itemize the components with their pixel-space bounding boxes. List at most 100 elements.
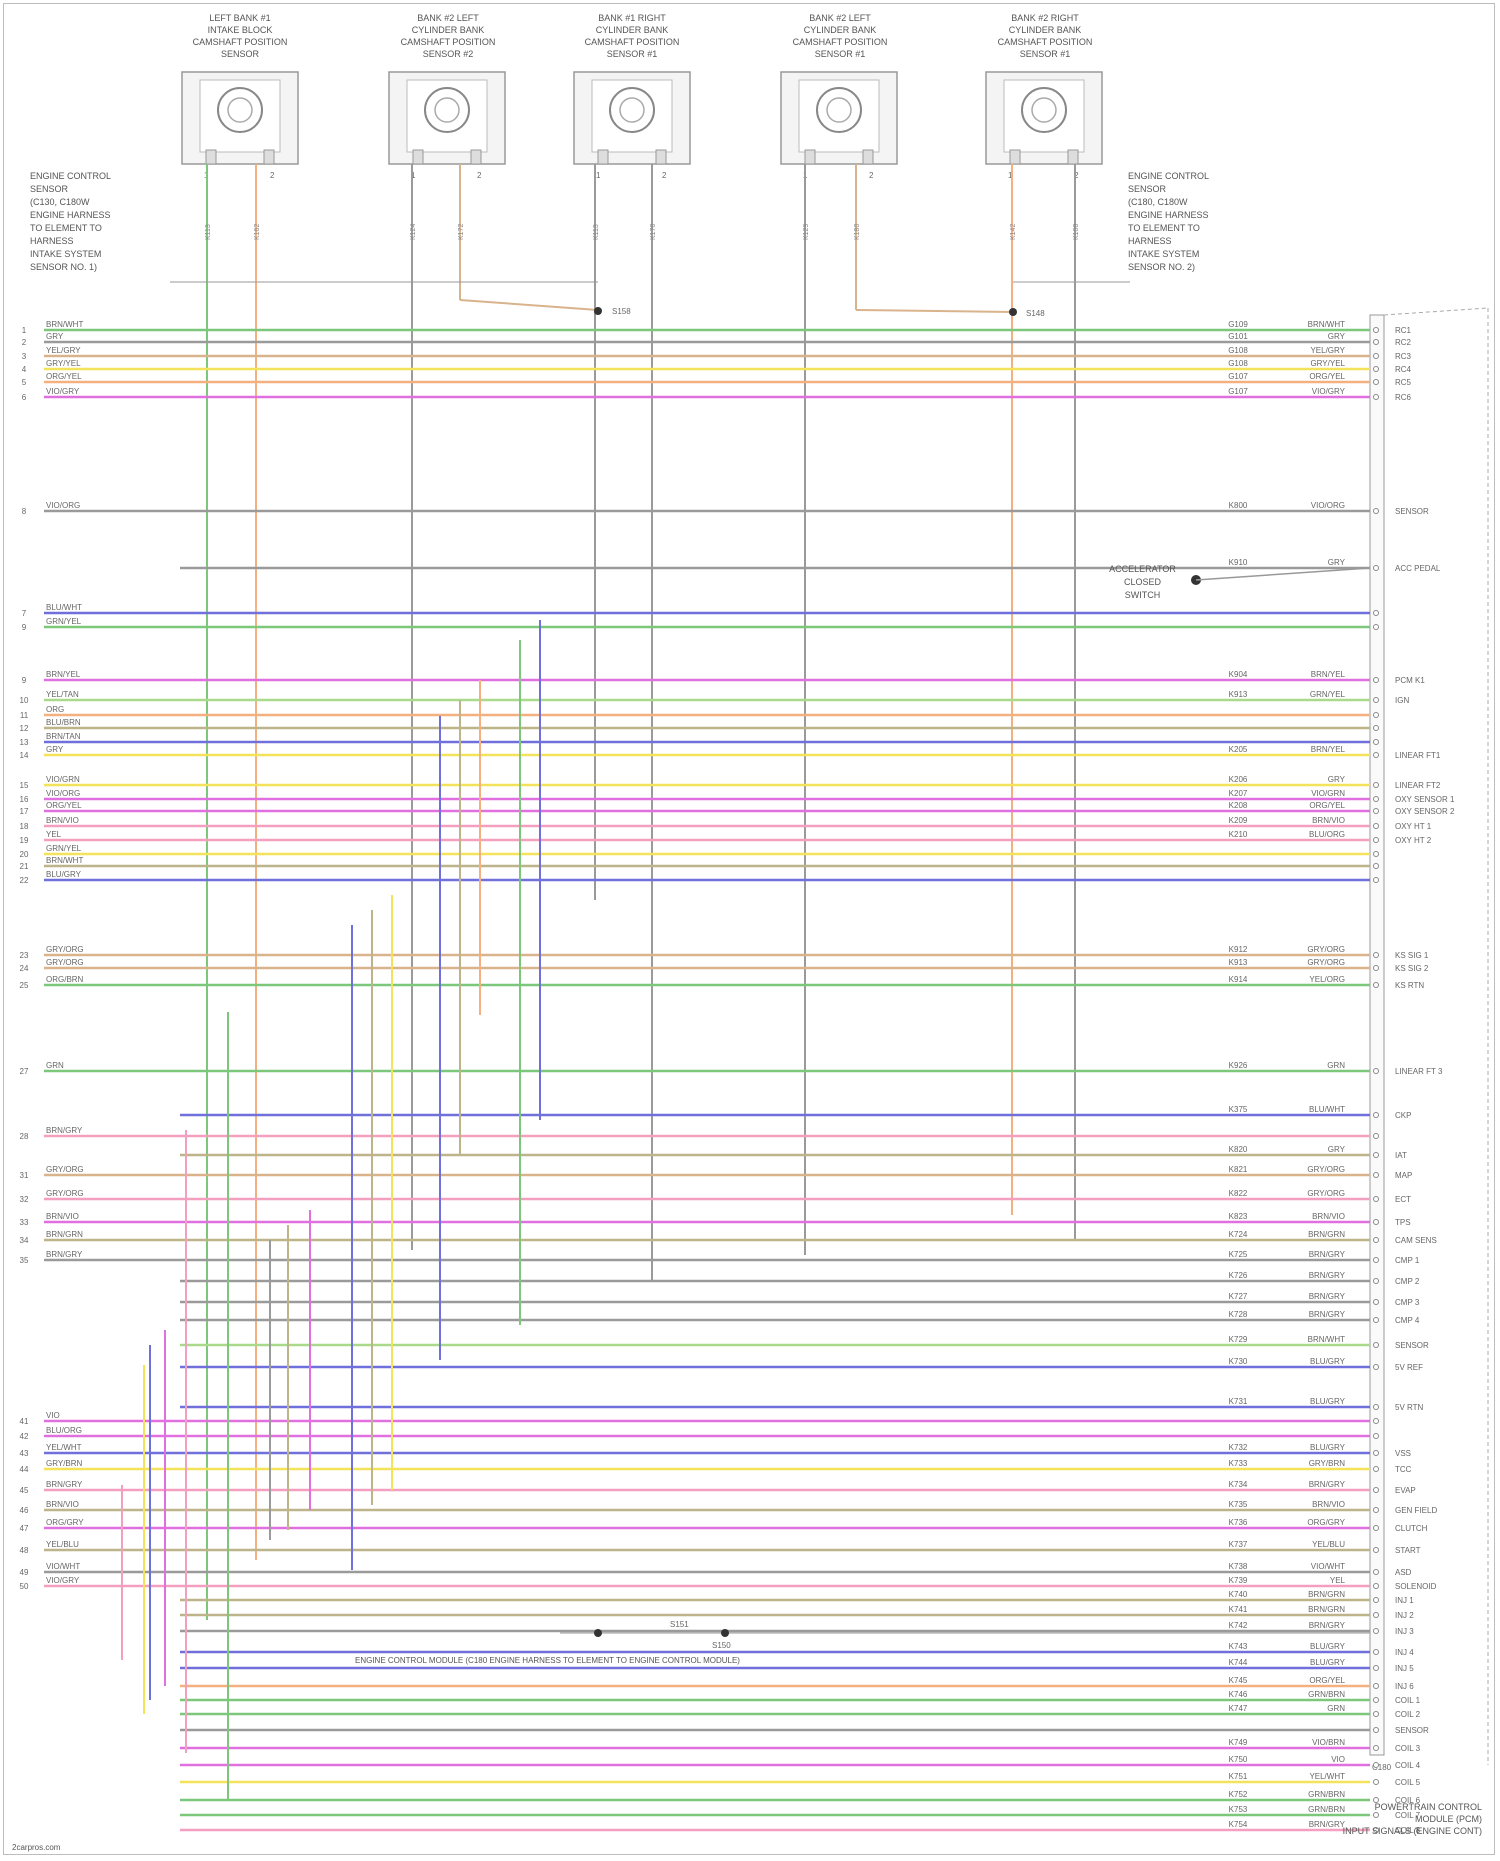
splice-label: S150 <box>712 1641 731 1650</box>
wire-circuit-code: K752 <box>1229 1790 1248 1799</box>
connector-pin <box>1373 965 1379 971</box>
sensor-pin <box>862 149 874 165</box>
pcm-terminal: KS RTN <box>1395 981 1424 990</box>
left-pin-number: 28 <box>20 1132 29 1141</box>
connector-pin <box>1373 379 1379 385</box>
wire-circuit-code: K731 <box>1229 1397 1248 1406</box>
left-pin-number: 14 <box>20 751 29 760</box>
right-wire-color: BLU/GRY <box>1310 1357 1346 1366</box>
left-pin-number: 22 <box>20 876 29 885</box>
left-wire-color: VIO/ORG <box>46 789 80 798</box>
wire-circuit-code: K207 <box>1229 789 1248 798</box>
left-pin-number: 27 <box>20 1067 29 1076</box>
left-pin-number: 4 <box>22 365 27 374</box>
connector-pin <box>1373 1547 1379 1553</box>
sensor-pin <box>655 149 667 165</box>
connector-pin <box>1373 1152 1379 1158</box>
right-wire-color: GRN/YEL <box>1310 690 1346 699</box>
wire-circuit-code: K743 <box>1229 1642 1248 1651</box>
left-pin-number: 21 <box>20 862 29 871</box>
left-pin-number: 31 <box>20 1171 29 1180</box>
wire-circuit-code: K914 <box>1229 975 1248 984</box>
pcm-terminal: IGN <box>1395 696 1409 705</box>
splice-wire <box>855 309 1014 313</box>
splice-label: S148 <box>1026 309 1045 318</box>
connector-pin <box>1373 1418 1379 1424</box>
right-wire-color: BRN/VIO <box>1312 816 1345 825</box>
right-wire-color: GRY/BRN <box>1309 1459 1346 1468</box>
sensor-inner-circle <box>1031 97 1057 123</box>
wire-circuit-code: K208 <box>1229 801 1248 810</box>
left-pin-number: 44 <box>20 1465 29 1474</box>
right-wire-color: ORG/YEL <box>1309 372 1345 381</box>
connector-pin <box>1373 725 1379 731</box>
splice-dot <box>1009 308 1017 316</box>
wire-circuit-code: K913 <box>1229 958 1248 967</box>
diagram-frame <box>3 3 1495 1855</box>
left-pin-number: 25 <box>20 981 29 990</box>
wire-circuit-code: K740 <box>1229 1590 1248 1599</box>
connector-pin <box>1373 353 1379 359</box>
wire-circuit-code: K912 <box>1229 945 1248 954</box>
left-pin-number: 2 <box>22 338 27 347</box>
wire-circuit-code: K734 <box>1229 1480 1248 1489</box>
left-wire-color: BRN/YEL <box>46 670 81 679</box>
sensor-inner-circle <box>619 97 645 123</box>
pcm-terminal: COIL 6 <box>1395 1796 1421 1805</box>
right-wire-color: GRY <box>1328 332 1346 341</box>
pcm-terminal: KS SIG 2 <box>1395 964 1429 973</box>
pcm-terminal: LINEAR FT1 <box>1395 751 1441 760</box>
connector-pin <box>1373 823 1379 829</box>
right-wire-color: BRN/WHT <box>1308 1335 1345 1344</box>
sensor-inner-circle <box>434 97 460 123</box>
wire-circuit-code: K744 <box>1229 1658 1248 1667</box>
left-wire-color: YEL/WHT <box>46 1443 82 1452</box>
wire-circuit-code: K725 <box>1229 1250 1248 1259</box>
wire-circuit-code: K738 <box>1229 1562 1248 1571</box>
right-wire-color: BRN/VIO <box>1312 1500 1345 1509</box>
connector-pin <box>1373 1342 1379 1348</box>
left-wire-color: ORG/YEL <box>46 372 82 381</box>
connector-pin <box>1373 752 1379 758</box>
pcm-terminal: COIL 8 <box>1395 1826 1421 1835</box>
wire-circuit-code: K736 <box>1229 1518 1248 1527</box>
pcm-terminal: TPS <box>1395 1218 1411 1227</box>
connector-pin <box>1373 1827 1379 1833</box>
connector-pin <box>1373 982 1379 988</box>
wire-code: K129 <box>803 224 810 240</box>
pcm-terminal: CMP 2 <box>1395 1277 1420 1286</box>
splice-dot <box>594 1629 602 1637</box>
watermark: 2carpros.com <box>12 1843 61 1852</box>
right-wire-color: GRY/ORG <box>1307 958 1345 967</box>
left-pin-number: 5 <box>22 378 27 387</box>
connector-pin <box>1373 1569 1379 1575</box>
wire-code: K113 <box>593 224 600 240</box>
right-wire-color: ORG/YEL <box>1309 801 1345 810</box>
wire-circuit-code: K800 <box>1229 501 1248 510</box>
right-wire-color: VIO/GRN <box>1311 789 1345 798</box>
pcm-terminal: COIL 2 <box>1395 1710 1421 1719</box>
connector-pin <box>1373 610 1379 616</box>
wire-circuit-code: K737 <box>1229 1540 1248 1549</box>
left-wire-color: BRN/GRN <box>46 1230 83 1239</box>
left-wire-color: BRN/GRY <box>46 1480 83 1489</box>
pcm-terminal: INJ 4 <box>1395 1648 1414 1657</box>
connector-pin <box>1373 739 1379 745</box>
sensor-pin <box>412 149 424 165</box>
connector-pin <box>1373 1237 1379 1243</box>
pcm-terminal: ECT <box>1395 1195 1411 1204</box>
pcm-terminal: SENSOR <box>1395 1341 1429 1350</box>
left-wire-color: GRN/YEL <box>46 617 82 626</box>
pcm-terminal: LINEAR FT 3 <box>1395 1067 1443 1076</box>
connector-pin <box>1373 1628 1379 1634</box>
sensor-pin <box>263 149 275 165</box>
left-pin-number: 23 <box>20 951 29 960</box>
right-wire-color: GRN/BRN <box>1308 1690 1345 1699</box>
left-pin-number: 9 <box>22 623 27 632</box>
sensor-label-1: LEFT BANK #1 INTAKE BLOCK CAMSHAFT POSIT… <box>192 13 288 59</box>
wire-circuit-code: K904 <box>1229 670 1248 679</box>
right-wire-color: BRN/GRY <box>1309 1250 1346 1259</box>
left-pin-number: 50 <box>20 1582 29 1591</box>
connector-pin <box>1373 508 1379 514</box>
right-wire-color: BLU/GRY <box>1310 1658 1346 1667</box>
